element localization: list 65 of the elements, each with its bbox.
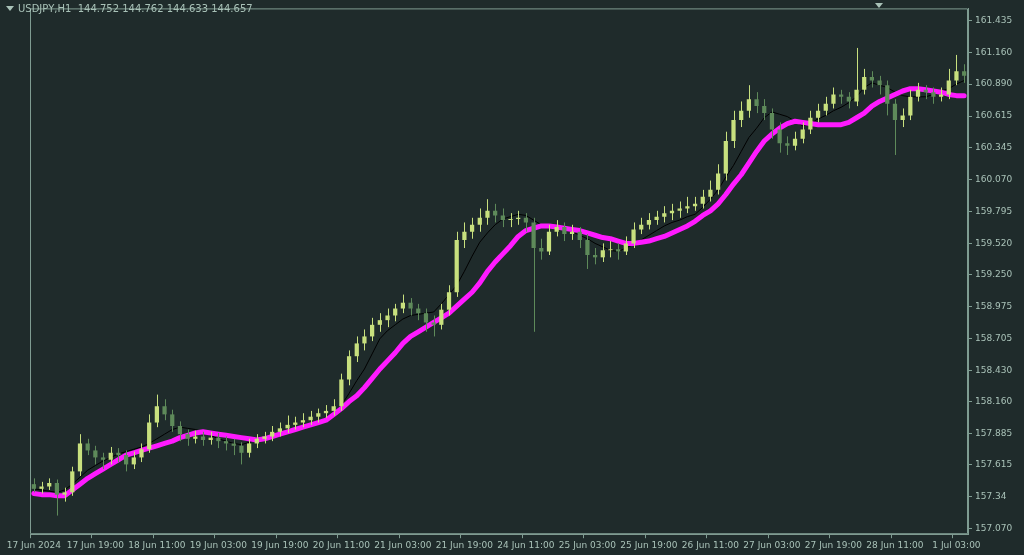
x-tick-label: 27 Jun 19:00 — [804, 539, 863, 550]
candlestick — [631, 221, 636, 249]
candlestick — [585, 233, 590, 270]
candlestick — [62, 487, 67, 503]
y-tick-label: 158.975 — [975, 301, 1013, 312]
y-tick-label: 159.250 — [975, 269, 1013, 280]
y-tick-label: 158.160 — [975, 395, 1013, 406]
candlestick — [485, 198, 490, 226]
candlestick — [231, 438, 236, 456]
candlestick — [839, 89, 844, 105]
x-tick-label: 26 Jun 11:00 — [681, 539, 740, 550]
candlestick — [785, 135, 790, 156]
candlestick — [162, 398, 167, 421]
candlestick — [339, 373, 344, 412]
x-tick-label: 21 Jun 19:00 — [435, 539, 494, 550]
candlestick — [262, 431, 267, 444]
y-tick-label: 158.430 — [975, 364, 1013, 375]
y-tick-label: 159.520 — [975, 237, 1013, 248]
candlestick — [408, 297, 413, 316]
x-tick-label: 21 Jun 03:00 — [374, 539, 432, 550]
y-tick-label: 158.705 — [975, 332, 1013, 343]
candlestick — [193, 430, 198, 444]
y-tick-label: 160.345 — [975, 141, 1013, 152]
chart-title: USDJPY,H1 144.752 144.762 144.633 144.657 — [18, 3, 253, 14]
candlestick — [938, 87, 944, 102]
candlestick — [362, 328, 367, 351]
candlestick — [100, 452, 106, 470]
y-tick-label: 157.885 — [975, 427, 1013, 438]
y-tick-label: 160.070 — [975, 173, 1013, 184]
y-tick-label: 157.615 — [975, 459, 1013, 470]
candlestick — [462, 221, 467, 249]
x-tick-label: 25 Jun 03:00 — [558, 539, 617, 550]
candlestick — [531, 217, 536, 333]
candlestick — [708, 180, 713, 202]
candlestick — [616, 242, 621, 261]
x-tick-label: 19 Jun 03:00 — [189, 539, 248, 550]
x-tick-label: 17 Jun 2024 — [6, 539, 62, 550]
x-tick-label: 24 Jun 11:00 — [497, 539, 555, 550]
candlestick — [731, 110, 736, 149]
x-tick-label: 17 Jun 19:00 — [66, 539, 125, 550]
candlestick — [831, 87, 836, 109]
candlestick — [300, 412, 306, 428]
y-tick-label: 157.070 — [975, 522, 1013, 533]
candlestick — [431, 315, 436, 337]
x-tick-label: 19 Jun 19:00 — [251, 539, 309, 550]
x-tick-label: 20 Jun 11:00 — [312, 539, 371, 550]
x-tick-label: 25 Jun 19:00 — [620, 539, 678, 550]
candlestick — [931, 87, 936, 105]
candlestick — [677, 201, 682, 219]
candlestick — [754, 91, 759, 114]
candlestick — [239, 441, 244, 465]
y-tick-label: 160.890 — [975, 78, 1013, 89]
y-tick-label: 161.435 — [975, 14, 1013, 25]
candlestick — [854, 47, 859, 107]
y-tick-label: 159.795 — [975, 205, 1013, 216]
candlestick — [139, 442, 144, 463]
y-tick-label: 157.34 — [975, 491, 1007, 502]
y-tick-label: 161.160 — [975, 46, 1013, 57]
x-tick-label: 18 Jun 11:00 — [128, 539, 186, 550]
x-tick-label: 27 Jun 03:00 — [743, 539, 801, 550]
x-tick-label: 1 Jul 03:00 — [932, 539, 981, 550]
candlestick — [808, 110, 813, 135]
y-tick-label: 160.615 — [975, 110, 1013, 121]
x-tick-label: 28 Jun 11:00 — [866, 539, 924, 550]
candlestick — [954, 54, 959, 86]
